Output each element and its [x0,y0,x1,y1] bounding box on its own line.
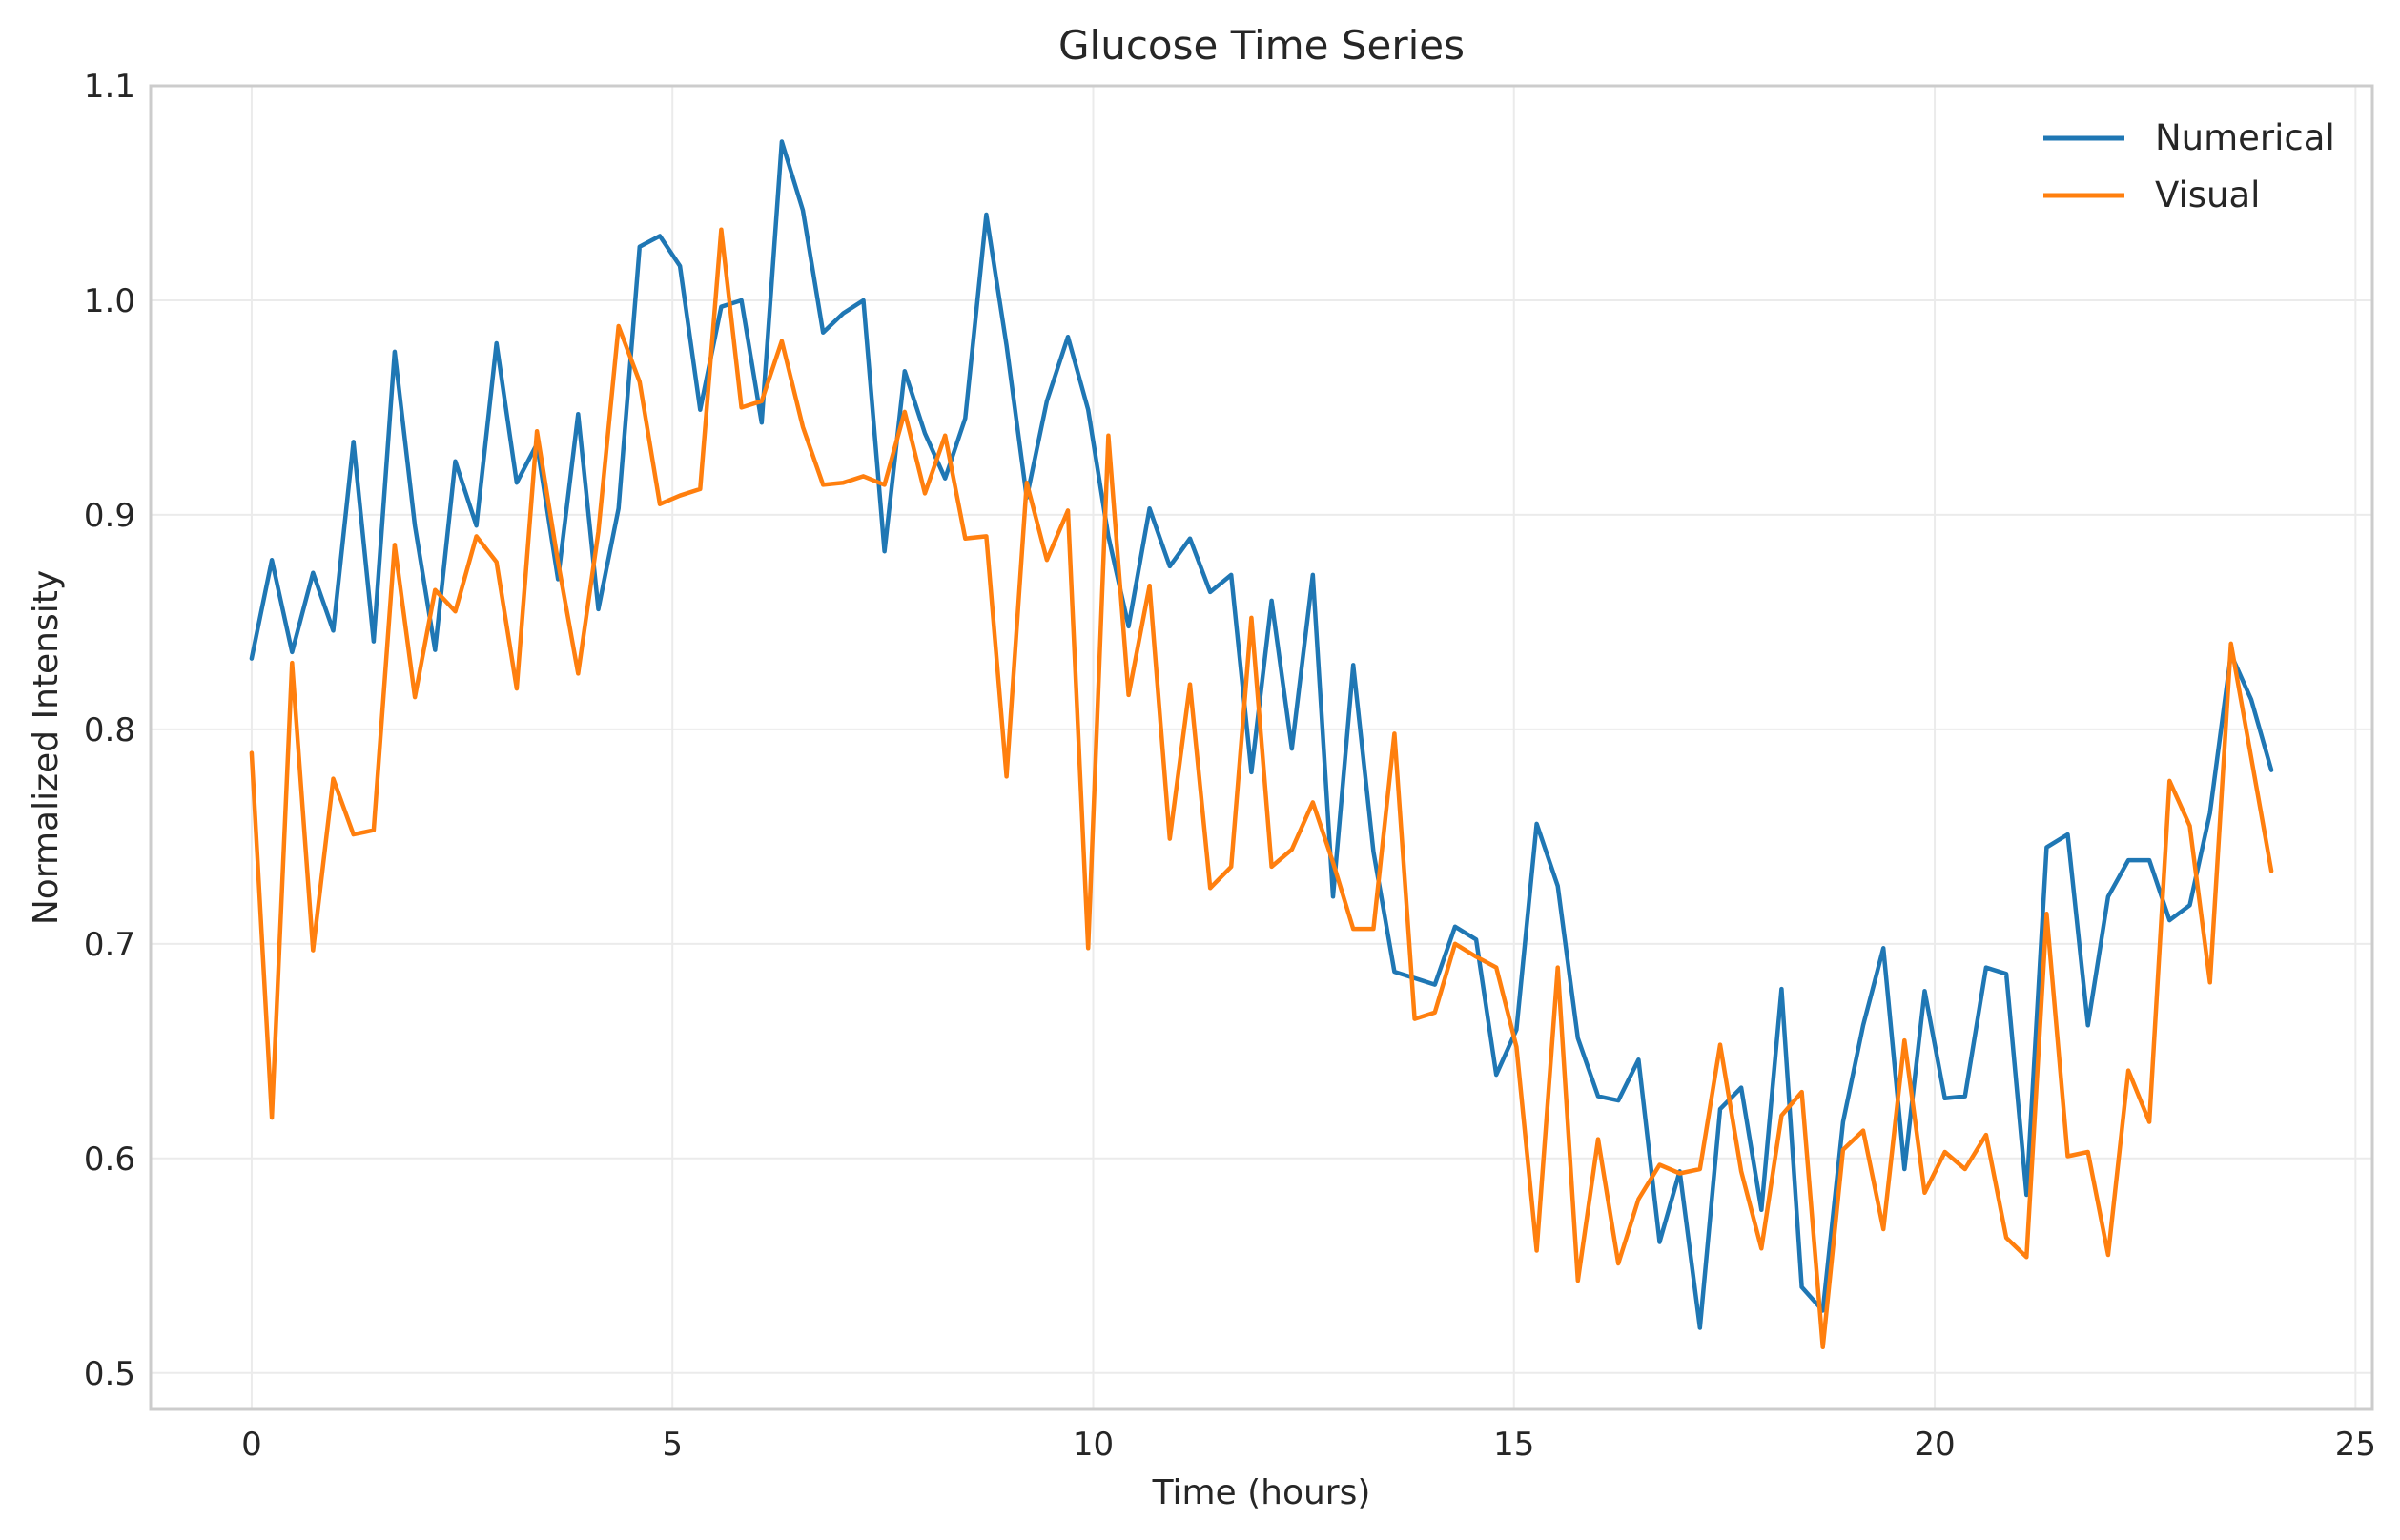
x-axis-label: Time (hours) [1152,1473,1371,1512]
y-tick-label: 0.9 [84,497,135,535]
x-tick-label: 25 [2335,1426,2376,1464]
series-line-visual [249,227,2274,1350]
y-tick-label: 0.5 [84,1355,135,1393]
legend: Numerical Visual [2043,117,2335,216]
y-tick-label: 1.1 [84,68,135,106]
tick-labels: 0 5 10 15 20 25 0.5 0.6 0.7 0.8 0.9 1.0 1.1 [84,68,2376,1464]
y-tick-label: 0.6 [84,1140,135,1179]
chart-title: Glucose Time Series [1058,22,1465,69]
x-tick-label: 20 [1914,1426,1955,1464]
legend-label-visual: Visual [2155,175,2260,216]
x-tick-label: 15 [1493,1426,1534,1464]
x-tick-label: 10 [1073,1426,1114,1464]
y-axis-label: Normalized Intensity [27,570,66,925]
x-tick-label: 0 [241,1426,262,1464]
y-tick-label: 0.8 [84,711,135,749]
plot-frame [149,84,2374,1411]
y-tick-label: 1.0 [84,282,135,320]
x-tick-label: 5 [662,1426,683,1464]
legend-label-numerical: Numerical [2155,117,2335,158]
y-tick-label: 0.7 [84,926,135,964]
series-line-numerical [249,139,2274,1330]
series-lines [249,139,2274,1350]
